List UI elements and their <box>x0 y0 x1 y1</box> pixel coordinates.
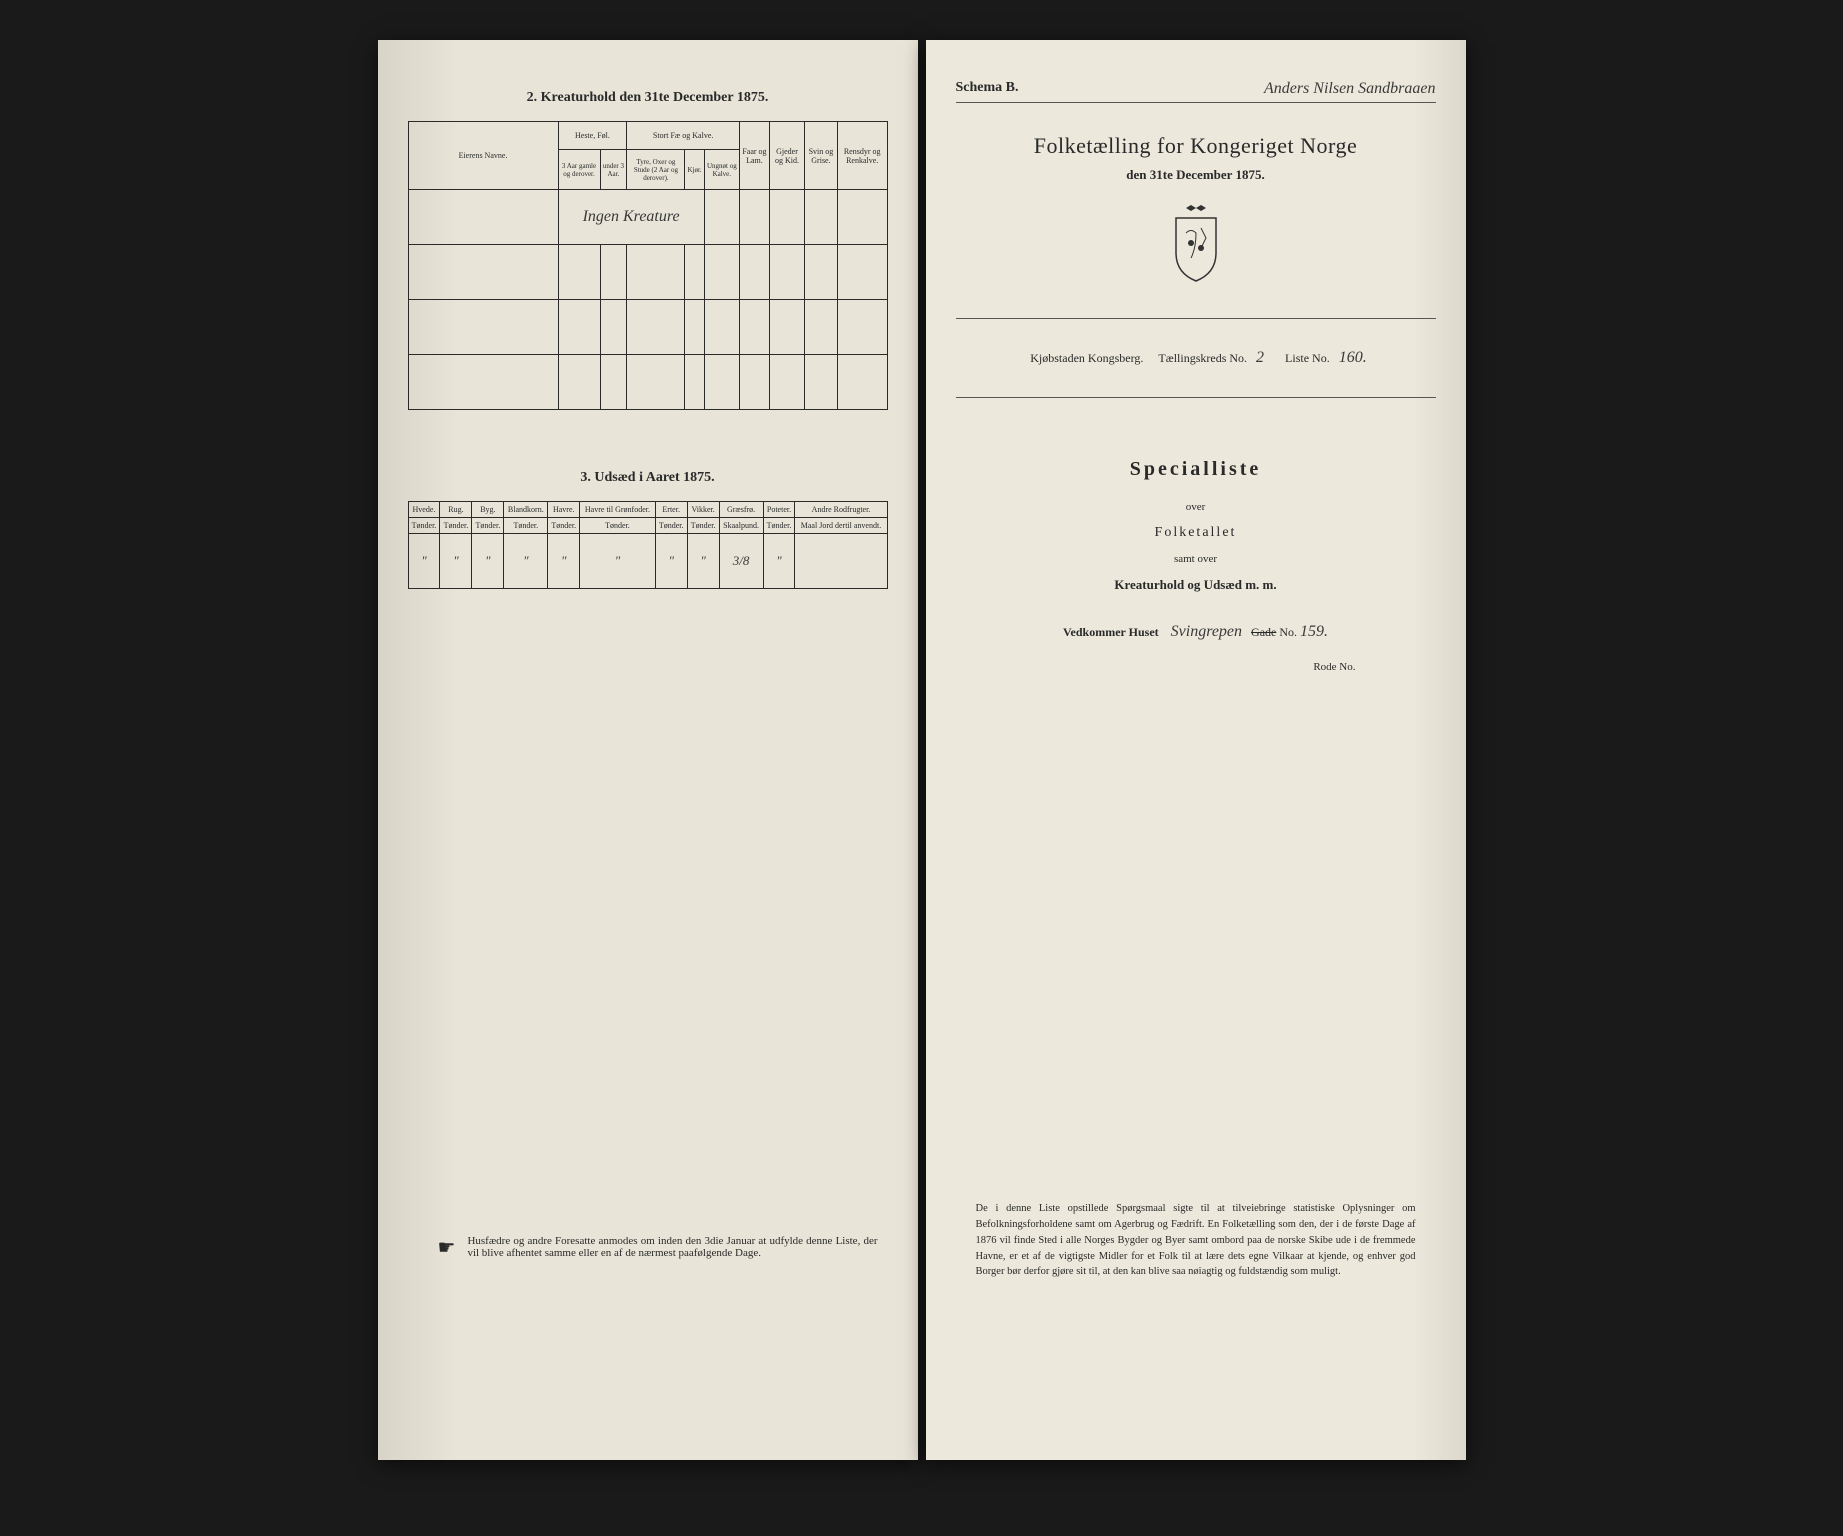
col-gjeder: Gjeder og Kid. <box>769 122 804 190</box>
t3-val: " <box>763 534 795 589</box>
table-row <box>408 300 887 355</box>
t3-val: " <box>504 534 548 589</box>
t3-unit: Tønder. <box>504 518 548 534</box>
right-footer: De i denne Liste opstillede Spørgsmaal s… <box>976 1201 1416 1280</box>
col-rensdyr: Rensdyr og Renkalve. <box>837 122 887 190</box>
t3-val: " <box>548 534 580 589</box>
sub-title: den 31te December 1875. <box>956 167 1436 183</box>
t3-col: Blandkorn. <box>504 502 548 518</box>
sub-stort3: Ungnøt og Kalve. <box>704 150 739 190</box>
t3-col: Havre. <box>548 502 580 518</box>
section3-title: 3. Udsæd i Aaret 1875. <box>408 470 888 486</box>
top-handwritten: Anders Nilsen Sandbraaen <box>1264 80 1436 98</box>
over-label: over <box>956 501 1436 513</box>
t3-val: " <box>472 534 504 589</box>
t3-col: Andre Rodfrugter. <box>795 502 887 518</box>
kjobstad-label: Kjøbstaden Kongsberg. <box>1030 351 1143 365</box>
t3-val: " <box>655 534 687 589</box>
rode-label: Rode No. <box>956 661 1436 673</box>
schema-label: Schema B. <box>956 80 1019 98</box>
t3-val: " <box>440 534 472 589</box>
vedkommer-label: Vedkommer Huset <box>1063 625 1159 639</box>
sub-heste1: 3 Aar gamle og derover. <box>558 150 600 190</box>
vedkommer-line: Vedkommer Huset Svingrepen Gade No. 159. <box>956 623 1436 641</box>
t3-val: " <box>408 534 440 589</box>
gade-label: Gade <box>1251 625 1276 639</box>
kreaturhold-table: Eierens Navne. Heste, Føl. Stort Fæ og K… <box>408 121 888 410</box>
col-stort: Stort Fæ og Kalve. <box>627 122 740 150</box>
vedkommer-hw: Svingrepen <box>1171 623 1242 640</box>
kreaturhold-line: Kreaturhold og Udsæd m. m. <box>956 577 1436 593</box>
left-footer-note: ☛ Husfædre og andre Foresatte anmodes om… <box>438 1235 878 1260</box>
t3-unit: Tønder. <box>655 518 687 534</box>
divider <box>956 397 1436 398</box>
divider <box>956 318 1436 319</box>
table-row <box>408 245 887 300</box>
t3-unit: Tønder. <box>440 518 472 534</box>
section2-title: 2. Kreaturhold den 31te December 1875. <box>408 90 888 106</box>
t3-col: Rug. <box>440 502 472 518</box>
t3-col: Byg. <box>472 502 504 518</box>
liste-val: 160. <box>1339 349 1367 366</box>
sub-heste2: under 3 Aar. <box>600 150 627 190</box>
t3-col: Græsfrø. <box>719 502 763 518</box>
t3-col: Poteter. <box>763 502 795 518</box>
t3-col: Havre til Grønfoder. <box>580 502 655 518</box>
right-page: Schema B. Anders Nilsen Sandbraaen Folke… <box>926 40 1466 1460</box>
t3-unit: Maal Jord dertil anvendt. <box>795 518 887 534</box>
coat-of-arms-icon <box>956 203 1436 288</box>
pointing-hand-icon: ☛ <box>438 1235 456 1260</box>
col-svin: Svin og Grise. <box>805 122 838 190</box>
table-row: " " " " " " " " 3/8 " <box>408 534 887 589</box>
liste-label: Liste No. <box>1285 351 1330 365</box>
t3-unit: Tønder. <box>763 518 795 534</box>
kjobstad-line: Kjøbstaden Kongsberg. Tællingskreds No. … <box>956 349 1436 367</box>
t3-col: Erter. <box>655 502 687 518</box>
t3-col: Vikker. <box>687 502 719 518</box>
no-val: 159. <box>1300 623 1328 640</box>
schema-header: Schema B. Anders Nilsen Sandbraaen <box>956 80 1436 103</box>
main-title: Folketælling for Kongeriget Norge <box>956 133 1436 159</box>
udsaed-table: Hvede. Rug. Byg. Blandkorn. Havre. Havre… <box>408 501 888 589</box>
left-page: 2. Kreaturhold den 31te December 1875. E… <box>378 40 918 1460</box>
col-eierens: Eierens Navne. <box>408 122 558 190</box>
footer-text: Husfædre og andre Foresatte anmodes om i… <box>467 1235 877 1260</box>
t3-unit: Skaalpund. <box>719 518 763 534</box>
t3-unit: Tønder. <box>687 518 719 534</box>
t3-unit: Tønder. <box>548 518 580 534</box>
col-faar: Faar og Lam. <box>739 122 769 190</box>
tallingskreds-label: Tællingskreds No. <box>1158 351 1247 365</box>
folketallet: Folketallet <box>956 525 1436 541</box>
no-label: No. <box>1279 625 1297 639</box>
t3-val: " <box>580 534 655 589</box>
col-heste: Heste, Føl. <box>558 122 627 150</box>
handwritten-entry: Ingen Kreature <box>558 190 704 245</box>
tallingskreds-val: 2 <box>1256 349 1264 366</box>
t3-unit: Tønder. <box>472 518 504 534</box>
t3-col: Hvede. <box>408 502 440 518</box>
table-row: Ingen Kreature <box>408 190 887 245</box>
t3-unit: Tønder. <box>580 518 655 534</box>
t3-val: " <box>687 534 719 589</box>
sub-stort2: Kjør. <box>685 150 704 190</box>
samt-over: samt over <box>956 553 1436 565</box>
t3-val: 3/8 <box>719 534 763 589</box>
table-row <box>408 355 887 410</box>
specialliste: Specialliste <box>956 458 1436 481</box>
sub-stort1: Tyre, Oxer og Stude (2 Aar og derover). <box>627 150 685 190</box>
t3-unit: Tønder. <box>408 518 440 534</box>
